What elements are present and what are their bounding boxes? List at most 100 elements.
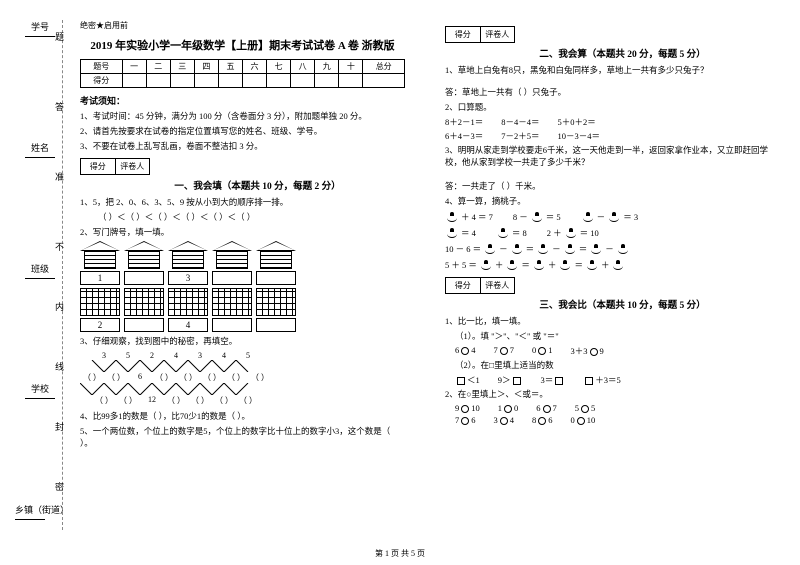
zigzag-value: 6 — [128, 372, 152, 383]
score-col: 得分 — [446, 278, 481, 293]
notice-item: 1、考试时间：45 分钟，满分为 100 分（含卷面分 3 分），附加题单独 2… — [80, 110, 405, 123]
header-cell: 题号 — [81, 60, 123, 74]
grader-col: 评卷人 — [481, 27, 515, 42]
zigzag-value: （ ） — [92, 395, 116, 406]
score-cell — [315, 74, 339, 88]
confidential-tag: 绝密★启用前 — [80, 20, 405, 31]
score-col: 得分 — [446, 27, 481, 42]
header-cell: 三 — [170, 60, 194, 74]
peach-icon — [530, 212, 544, 222]
question: 2、写门牌号，填一填。 — [80, 226, 405, 238]
question: 2、在○里填上＞、＜或＝。 — [445, 388, 770, 400]
peach-icon — [536, 244, 550, 254]
peach-icon — [445, 228, 459, 238]
house-number-box — [124, 271, 164, 285]
side-label: 班级 — [25, 262, 55, 279]
building-number-box — [124, 318, 164, 332]
score-cell — [122, 74, 146, 88]
question: 5、一个两位数，个位上的数字是5，个位上的数字比十位上的数字小3，这个数是（ ）… — [80, 425, 405, 449]
zigzag-value: （ ） — [104, 372, 128, 383]
building-number-box — [212, 318, 252, 332]
question: 4、算一算，摘桃子。 — [445, 195, 770, 207]
peach-icon — [581, 212, 595, 222]
question: 3、仔细观察，找到图中的秘密，再填空。 — [80, 335, 405, 347]
side-label: 姓名 — [25, 141, 55, 158]
zigzag-pattern: 3524345 （ ）（ ）6（ ）（ ）（ ）（ ）（ ） （ ）（ ）12（… — [80, 351, 405, 406]
notice-item: 2、请首先按要求在试卷的指定位置填写您的姓名、班级、学号。 — [80, 125, 405, 138]
sub-question: （1）。填 "＞"、"＜" 或 "＝" — [455, 330, 770, 342]
zigzag-value: （ ） — [152, 372, 176, 383]
zigzag-value: （ ） — [176, 372, 200, 383]
house-number-box — [256, 271, 296, 285]
zigzag-value: （ ） — [116, 395, 140, 406]
building-number-box: 2 — [80, 318, 120, 332]
score-col: 得分 — [81, 159, 116, 174]
peach-icon — [496, 228, 510, 238]
zigzag-value: 4 — [164, 351, 188, 360]
right-column: 得分 评卷人 二、我会算（本题共 20 分，每题 5 分） 1、草地上白兔有8只… — [445, 20, 770, 452]
score-cell — [267, 74, 291, 88]
notice-heading: 考试须知： — [80, 94, 405, 107]
header-cell: 四 — [194, 60, 218, 74]
peach-icon — [585, 260, 599, 270]
left-column: 绝密★启用前 2019 年实验小学一年级数学【上册】期末考试试卷 A 卷 浙教版… — [80, 20, 405, 452]
question: 1、草地上白兔有8只，黑兔和白兔同样多，草地上一共有多少只兔子？ — [445, 64, 770, 76]
compare-row: 6477013＋39 — [455, 345, 770, 357]
building-row: 2 4 — [80, 288, 405, 332]
zigzag-value: 12 — [140, 395, 164, 406]
peach-icon — [607, 212, 621, 222]
zigzag-value: （ ） — [164, 395, 188, 406]
building-icon — [256, 288, 296, 316]
score-cell — [170, 74, 194, 88]
page-footer: 第 1 页 共 5 页 — [0, 548, 800, 559]
section-scorebox: 得分 评卷人 — [445, 26, 515, 43]
compare-row: ＜19＞3＝＋3＝5 — [455, 374, 770, 386]
header-cell: 五 — [218, 60, 242, 74]
seal-char: 线 — [55, 360, 64, 373]
header-cell: 九 — [315, 60, 339, 74]
peach-icon — [479, 260, 493, 270]
section-scorebox: 得分 评卷人 — [80, 158, 150, 175]
calc-row: 8＋2－1＝8－4－4＝5＋0＋2＝ — [445, 116, 770, 128]
peach-equation-row: ＋ 4 ＝ 7 8 － ＝ 5 － ＝ 3 — [445, 211, 770, 223]
seal-char: 题 — [55, 30, 64, 43]
binding-dashline — [62, 20, 63, 530]
section1-title: 一、我会填（本题共 10 分，每题 2 分） — [110, 178, 405, 192]
header-cell: 总分 — [363, 60, 405, 74]
peach-icon — [510, 244, 524, 254]
score-cell — [291, 74, 315, 88]
house-number-box: 3 — [168, 271, 208, 285]
building-icon — [168, 288, 208, 316]
answer-line: 答：草地上一共有（ ）只兔子。 — [445, 86, 770, 98]
score-cell — [339, 74, 363, 88]
peach-icon — [563, 244, 577, 254]
house-row: 1 3 — [80, 241, 405, 285]
peach-icon — [564, 228, 578, 238]
score-cell — [242, 74, 266, 88]
header-cell: 一 — [122, 60, 146, 74]
seal-char: 准 — [55, 170, 64, 183]
grader-col: 评卷人 — [116, 159, 150, 174]
exam-title: 2019 年实验小学一年级数学【上册】期末考试试卷 A 卷 浙教版 — [80, 37, 405, 53]
header-cell: 六 — [242, 60, 266, 74]
peach-equation-row: 10 － 6 ＝ － ＝ － ＝ － — [445, 243, 770, 255]
compare-row: 910106755 — [455, 403, 770, 413]
question: 1、5，把 2、0、6、3、5、9 按从小到大的顺序排一排。 — [80, 196, 405, 208]
score-table: 题号一二三四五六七八九十总分 得分 — [80, 59, 405, 88]
zigzag-value: （ ） — [200, 372, 224, 383]
score-cell — [146, 74, 170, 88]
peach-icon — [445, 212, 459, 222]
score-cell — [194, 74, 218, 88]
zigzag-value: 4 — [212, 351, 236, 360]
house-number-box — [212, 271, 252, 285]
section3-title: 三、我会比（本题共 10 分，每题 5 分） — [475, 297, 770, 311]
seal-char: 内 — [55, 300, 64, 313]
zigzag-value: （ ） — [212, 395, 236, 406]
zigzag-value: 3 — [92, 351, 116, 360]
peach-icon — [505, 260, 519, 270]
seal-char: 不 — [55, 240, 64, 253]
peach-icon — [611, 260, 625, 270]
peach-icon — [483, 244, 497, 254]
zigzag-value: （ ） — [188, 395, 212, 406]
building-icon — [124, 288, 164, 316]
